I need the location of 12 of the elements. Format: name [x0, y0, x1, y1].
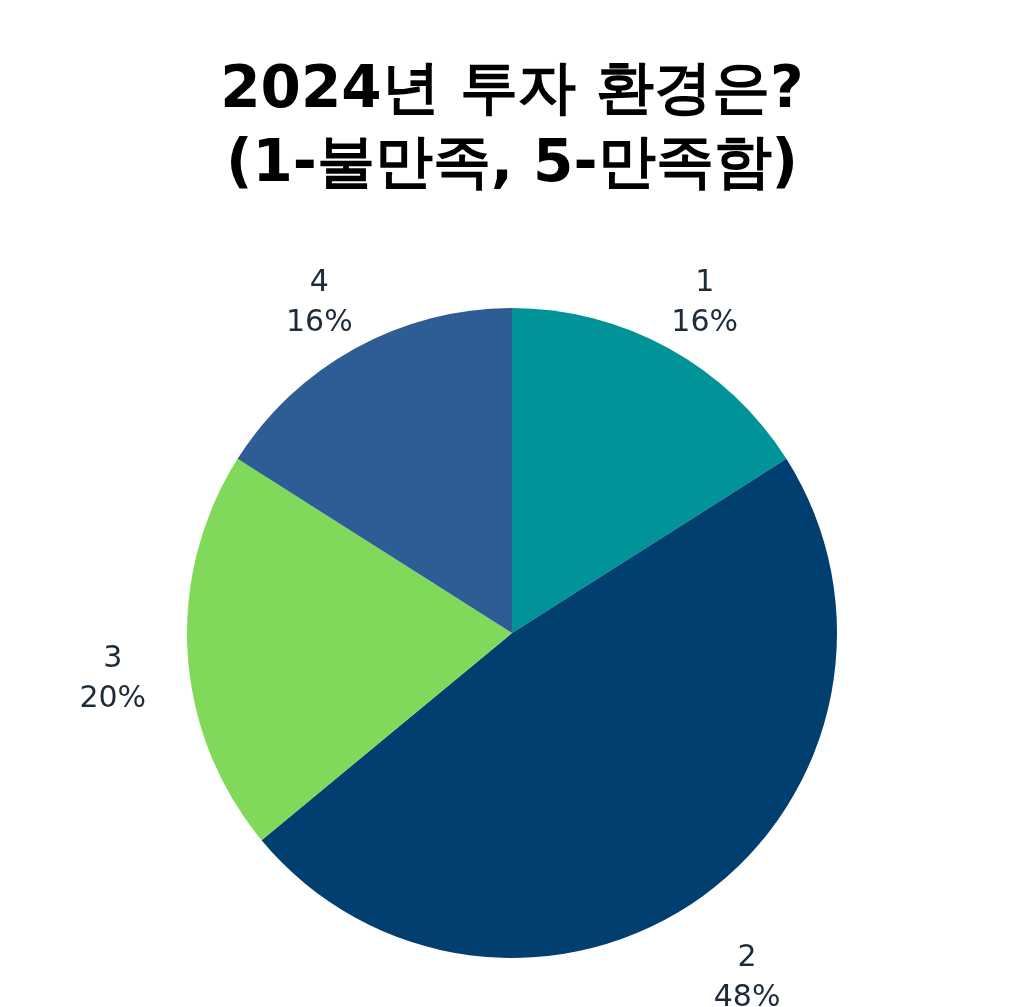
- pie-slice: [187, 458, 512, 841]
- pie-slice: [512, 308, 787, 633]
- data-label: 48%: [713, 977, 781, 1007]
- data-label: 16%: [671, 303, 739, 339]
- slice-label: 2: [737, 937, 757, 973]
- data-label: 16%: [285, 303, 353, 339]
- slice-label: 3: [103, 639, 123, 675]
- slice-label: 1: [695, 263, 715, 299]
- chart-title: 2024년 투자 환경은? (1-불만족, 5-만족함): [220, 53, 804, 195]
- data-label: 20%: [79, 679, 147, 715]
- pie-slice: [237, 308, 512, 633]
- slice-label: 4: [309, 263, 329, 299]
